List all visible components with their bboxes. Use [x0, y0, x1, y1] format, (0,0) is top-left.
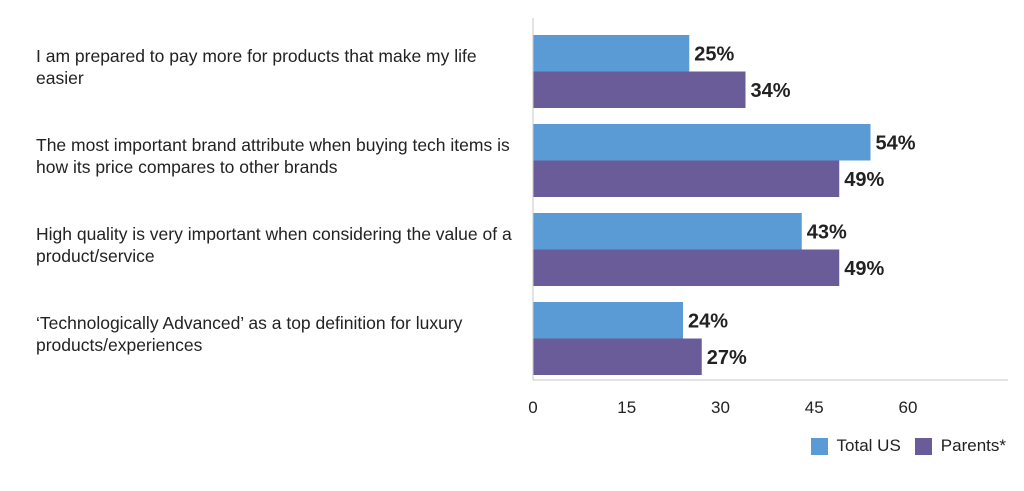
value-label-total-us-2: 54% [876, 132, 916, 154]
bar-total-us-2 [533, 124, 871, 161]
legend-item-parents: Parents* [914, 436, 1006, 456]
value-label-parents-2: 49% [844, 169, 884, 191]
bar-parents-1 [533, 71, 746, 108]
bar-parents-3 [533, 249, 840, 286]
x-tick-label-0: 0 [528, 398, 537, 417]
category-label-1: I am prepared to pay more for products t… [36, 46, 477, 88]
x-tick-label-60: 60 [899, 398, 918, 417]
value-label-total-us-4: 24% [688, 310, 728, 332]
bar-total-us-3 [533, 213, 802, 250]
chart-plot-area: 25% 34% 54% 49% 43% 49% 24% 27% 0 15 30 45 60 [528, 18, 1008, 417]
value-label-total-us-3: 43% [807, 221, 847, 243]
bar-total-us-1 [533, 35, 690, 72]
legend-item-total-us: Total US [810, 436, 901, 456]
category-label-3: High quality is very important when cons… [36, 224, 512, 266]
bar-parents-4 [533, 338, 702, 375]
value-label-parents-1: 34% [751, 80, 791, 102]
value-label-total-us-1: 25% [694, 43, 734, 65]
category-label-4: ‘Technologically Advanced’ as a top defi… [36, 313, 463, 355]
value-label-parents-4: 27% [707, 347, 747, 369]
x-tick-label-45: 45 [805, 398, 824, 417]
bar-total-us-4 [533, 302, 683, 339]
legend-swatch-parents [914, 437, 932, 455]
category-label-2: The most important brand attribute when … [36, 135, 510, 177]
x-tick-label-15: 15 [617, 398, 636, 417]
x-tick-label-30: 30 [711, 398, 730, 417]
legend-label-parents: Parents* [940, 436, 1006, 455]
legend-label-total-us: Total US [836, 436, 901, 455]
legend-swatch-total-us [810, 437, 828, 455]
bar-parents-2 [533, 160, 840, 197]
legend: Total US Parents* [810, 436, 1006, 456]
value-label-parents-3: 49% [844, 258, 884, 280]
